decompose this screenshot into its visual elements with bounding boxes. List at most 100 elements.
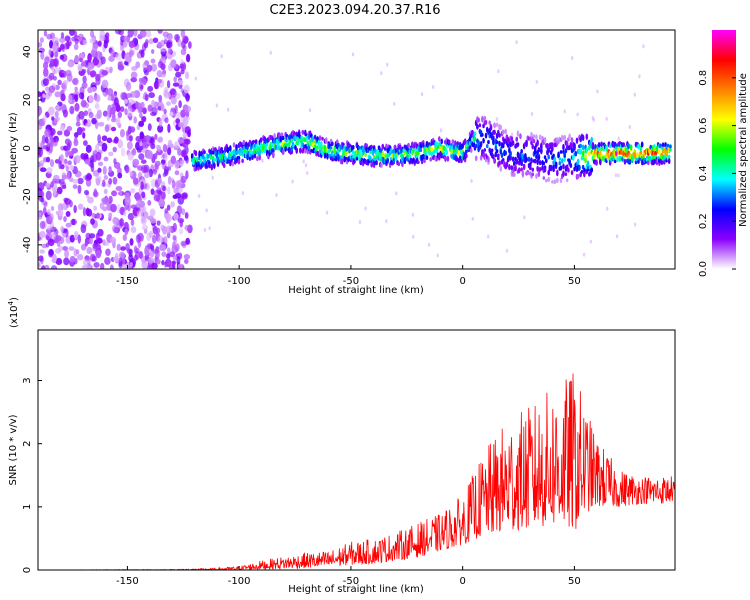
ridge-cell bbox=[530, 157, 533, 164]
ridge-cell bbox=[321, 136, 324, 141]
noise-cell bbox=[146, 264, 153, 269]
noise-cell bbox=[73, 204, 77, 214]
ridge-cell bbox=[586, 160, 590, 167]
ridge-cell bbox=[517, 167, 521, 174]
heatmap-cells bbox=[38, 30, 672, 269]
noise-cell bbox=[119, 106, 125, 113]
noise-cell bbox=[128, 135, 133, 142]
noise-cell bbox=[166, 80, 171, 89]
noise-cell bbox=[45, 156, 51, 163]
ridge-cell bbox=[556, 169, 559, 177]
ridge-cell bbox=[520, 149, 523, 154]
noise-cell bbox=[186, 130, 191, 138]
ridge-cell bbox=[436, 145, 440, 149]
ridge-cell bbox=[259, 137, 263, 143]
x-tick-label: -100 bbox=[228, 276, 251, 287]
noise-cell bbox=[121, 257, 126, 267]
ridge-cell bbox=[501, 143, 505, 149]
noise-cell bbox=[39, 37, 44, 43]
noise-cell bbox=[82, 132, 86, 139]
noise-cell bbox=[130, 77, 138, 83]
ridge-cell bbox=[525, 140, 528, 148]
snr-y-scale-exp: 4 bbox=[7, 300, 15, 305]
ridge-cell bbox=[438, 136, 441, 142]
noise-cell bbox=[116, 243, 121, 251]
noise-cell bbox=[188, 41, 192, 49]
ridge-cell bbox=[504, 150, 507, 156]
colorbar-label: Normalized spectral amplitude bbox=[738, 73, 749, 227]
noise-cell bbox=[123, 35, 128, 43]
snr-y-label: SNR (10 * v/v) bbox=[8, 414, 19, 485]
ridge-cell bbox=[562, 163, 565, 170]
noise-cell bbox=[89, 253, 96, 262]
snr-x-label: Height of straight line (km) bbox=[288, 584, 424, 595]
noise-cell bbox=[147, 199, 152, 206]
noise-cell bbox=[51, 231, 57, 240]
spectrogram-heatmap bbox=[38, 30, 672, 269]
noise-cell bbox=[148, 92, 155, 99]
noise-cell bbox=[77, 203, 84, 210]
noise-cell bbox=[110, 117, 117, 123]
noise-cell bbox=[156, 220, 161, 226]
noise-cell bbox=[194, 76, 198, 81]
noise-cell bbox=[72, 178, 79, 184]
noise-cell bbox=[185, 170, 189, 180]
ridge-cell bbox=[627, 143, 630, 148]
noise-cell bbox=[161, 259, 165, 266]
noise-cell bbox=[142, 78, 147, 86]
ridge-cell bbox=[199, 155, 203, 162]
noise-cell bbox=[44, 264, 50, 269]
noise-cell bbox=[52, 187, 57, 197]
noise-cell bbox=[67, 94, 73, 103]
ridge-cell bbox=[528, 165, 532, 171]
noise-cell bbox=[93, 205, 98, 211]
ridge-cell bbox=[371, 149, 375, 156]
noise-cell bbox=[74, 86, 78, 92]
noise-cell bbox=[174, 33, 180, 42]
ridge-cell bbox=[236, 149, 240, 155]
noise-cell bbox=[180, 175, 187, 184]
noise-cell bbox=[380, 71, 383, 76]
noise-cell bbox=[174, 243, 180, 252]
ridge-cell bbox=[256, 156, 259, 162]
noise-cell bbox=[75, 121, 81, 127]
noise-cell bbox=[57, 79, 62, 86]
noise-cell bbox=[65, 210, 71, 217]
ridge-cell bbox=[301, 130, 305, 135]
noise-cell bbox=[563, 109, 566, 114]
noise-cell bbox=[138, 120, 145, 127]
noise-cell bbox=[139, 131, 145, 140]
ridge-cell bbox=[299, 147, 302, 154]
ridge-cell bbox=[536, 139, 539, 147]
noise-cell bbox=[48, 72, 55, 80]
noise-cell bbox=[62, 231, 67, 238]
noise-cell bbox=[69, 30, 75, 37]
ridge-cell bbox=[547, 154, 551, 160]
noise-cell bbox=[156, 227, 161, 234]
noise-cell bbox=[40, 51, 45, 60]
noise-cell bbox=[182, 132, 188, 138]
noise-cell bbox=[43, 114, 47, 123]
noise-cell bbox=[93, 261, 100, 268]
noise-cell bbox=[129, 170, 133, 177]
noise-cell bbox=[439, 128, 443, 133]
noise-cell bbox=[82, 75, 87, 84]
noise-cell bbox=[38, 261, 41, 268]
noise-cell bbox=[385, 219, 388, 224]
noise-cell bbox=[530, 111, 534, 116]
noise-cell bbox=[88, 111, 94, 119]
ridge-cell bbox=[444, 155, 447, 162]
noise-cell bbox=[166, 101, 172, 106]
noise-cell bbox=[170, 201, 175, 208]
ridge-cell bbox=[318, 135, 322, 141]
ridge-cell bbox=[197, 166, 200, 171]
noise-cell bbox=[132, 177, 139, 185]
noise-cell bbox=[40, 196, 45, 203]
noise-cell bbox=[123, 98, 129, 104]
noise-cell bbox=[140, 116, 147, 122]
ridge-cell bbox=[533, 158, 537, 164]
noise-cell bbox=[170, 88, 177, 98]
ridge-cell bbox=[553, 156, 557, 163]
noise-cell bbox=[109, 264, 114, 269]
ridge-cell bbox=[194, 150, 198, 157]
